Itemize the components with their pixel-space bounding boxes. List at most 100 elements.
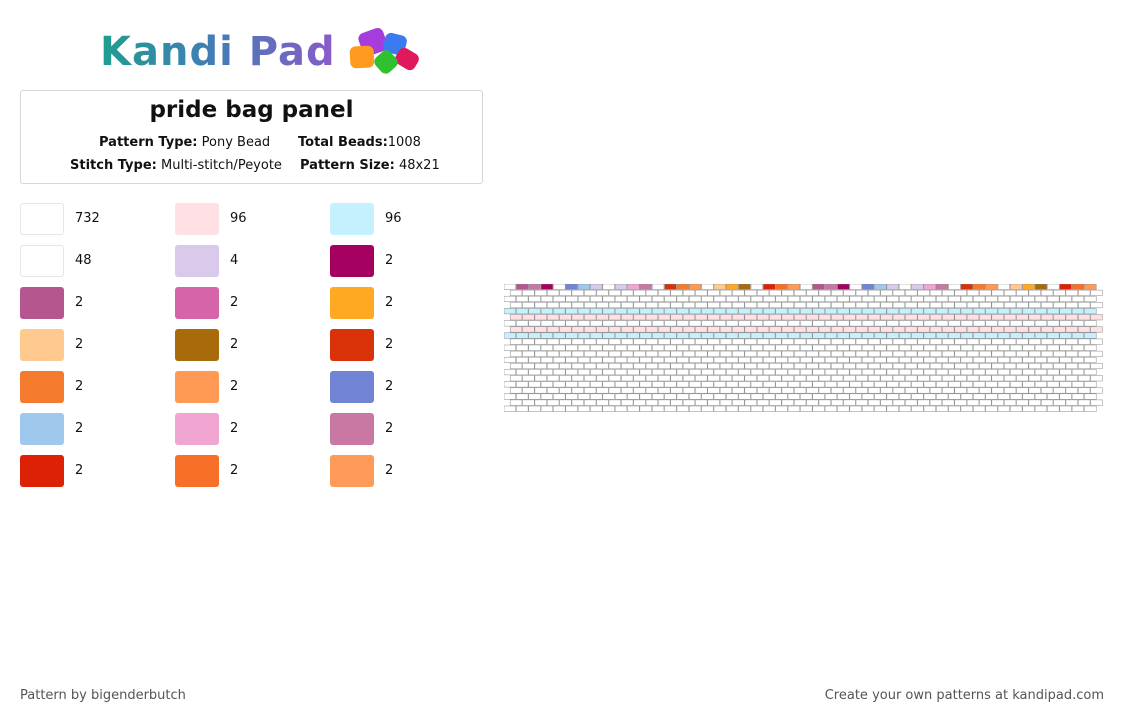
bead-cell	[571, 338, 584, 345]
bead-cell	[590, 393, 603, 400]
palette-item: 2	[330, 329, 480, 361]
bead-cell	[911, 381, 924, 388]
bead-cell	[973, 295, 986, 302]
bead-cell	[596, 314, 609, 321]
bead-cell	[528, 356, 541, 363]
bead-cell	[1022, 356, 1035, 363]
bead-cell	[504, 344, 516, 351]
bead-cell	[849, 393, 862, 400]
bead-cell	[861, 308, 875, 315]
bead-cell	[707, 338, 720, 345]
bead-cell	[942, 363, 955, 370]
bead-cell	[633, 302, 646, 309]
bead-cell	[880, 338, 893, 345]
create-patterns-link[interactable]: Create your own patterns at kandipad.com	[824, 688, 1104, 703]
bead-cell	[689, 308, 702, 315]
bead-cell	[645, 338, 659, 345]
bead-cell	[793, 302, 807, 309]
bead-cell	[942, 399, 955, 406]
bead-cell	[1059, 320, 1072, 327]
color-count: 2	[385, 379, 394, 394]
bead-cell	[1040, 302, 1054, 309]
bead-cell	[973, 393, 986, 400]
bead-cell	[868, 387, 881, 394]
bead-cell	[726, 320, 739, 327]
bead-cell	[577, 356, 591, 363]
bead-cell	[509, 363, 523, 370]
bead-cell	[1047, 381, 1060, 388]
bead-cell	[602, 393, 615, 400]
bead-cell	[911, 295, 924, 302]
bead-cell	[979, 314, 992, 321]
bead-cell	[602, 344, 615, 351]
bead-cell	[738, 393, 751, 400]
bead-cell	[886, 356, 899, 363]
bead-cell	[861, 320, 875, 327]
bead-cell	[504, 332, 516, 339]
bead-cell	[732, 314, 745, 321]
bead-cell	[855, 350, 868, 357]
bead-cell	[861, 356, 875, 363]
bead-cell	[701, 284, 714, 290]
bead-cell	[516, 284, 529, 290]
bead-cell	[861, 381, 875, 388]
bead-cell	[855, 302, 868, 309]
bead-cell	[590, 344, 603, 351]
bead-cell	[942, 314, 955, 321]
bead-cell	[658, 289, 671, 296]
bead-cell	[627, 344, 640, 351]
bead-cell	[991, 399, 1004, 406]
bead-cell	[880, 350, 893, 357]
bead-cell	[806, 314, 819, 321]
bead-cell	[781, 399, 794, 406]
bead-cell	[1078, 363, 1091, 370]
bead-cell	[546, 375, 560, 382]
bead-cell	[621, 302, 634, 309]
bead-cell	[997, 308, 1010, 315]
bead-cell	[756, 399, 770, 406]
bead-cell	[966, 399, 980, 406]
bead-cell	[892, 387, 906, 394]
bead-cell	[676, 405, 689, 412]
color-count: 96	[230, 211, 247, 226]
bead-cell	[522, 302, 535, 309]
pattern-title: pride bag panel	[149, 97, 354, 123]
bead-cell	[979, 387, 992, 394]
bead-cell	[504, 295, 516, 302]
bead-cell	[707, 302, 720, 309]
bead-cell	[1040, 363, 1054, 370]
bead-cell	[509, 302, 523, 309]
color-count: 96	[385, 211, 402, 226]
bead-cell	[942, 326, 955, 333]
color-swatch	[20, 455, 64, 487]
bead-cell	[985, 320, 998, 327]
pattern-author[interactable]: Pattern by bigenderbutch	[20, 688, 186, 703]
palette-item: 2	[175, 413, 325, 445]
total-beads-value: 1008	[387, 135, 421, 150]
bead-cell	[800, 295, 813, 302]
bead-cell	[689, 320, 702, 327]
bead-cell	[738, 284, 751, 290]
bead-cell	[504, 405, 516, 412]
bead-cell	[973, 356, 986, 363]
bead-cell	[1040, 375, 1054, 382]
bead-cell	[1047, 295, 1060, 302]
bead-cell	[936, 308, 949, 315]
bead-cell	[1084, 393, 1097, 400]
bead-cell	[948, 356, 961, 363]
kandi-pad-logo[interactable]: Kandi Pad	[100, 26, 426, 77]
bead-cell	[756, 326, 770, 333]
bead-cell	[1010, 332, 1023, 339]
total-beads: Total Beads:1008	[298, 135, 421, 150]
bead-cell	[966, 387, 980, 394]
bead-cell	[769, 375, 782, 382]
palette-item: 2	[330, 371, 480, 403]
bead-cell	[917, 387, 930, 394]
bead-cell	[645, 314, 659, 321]
palette-item: 4	[175, 245, 325, 277]
bead-cell	[682, 363, 696, 370]
bead-cell	[750, 344, 763, 351]
bead-cell	[1022, 332, 1035, 339]
bead-cell	[973, 405, 986, 412]
bead-cell	[985, 308, 998, 315]
